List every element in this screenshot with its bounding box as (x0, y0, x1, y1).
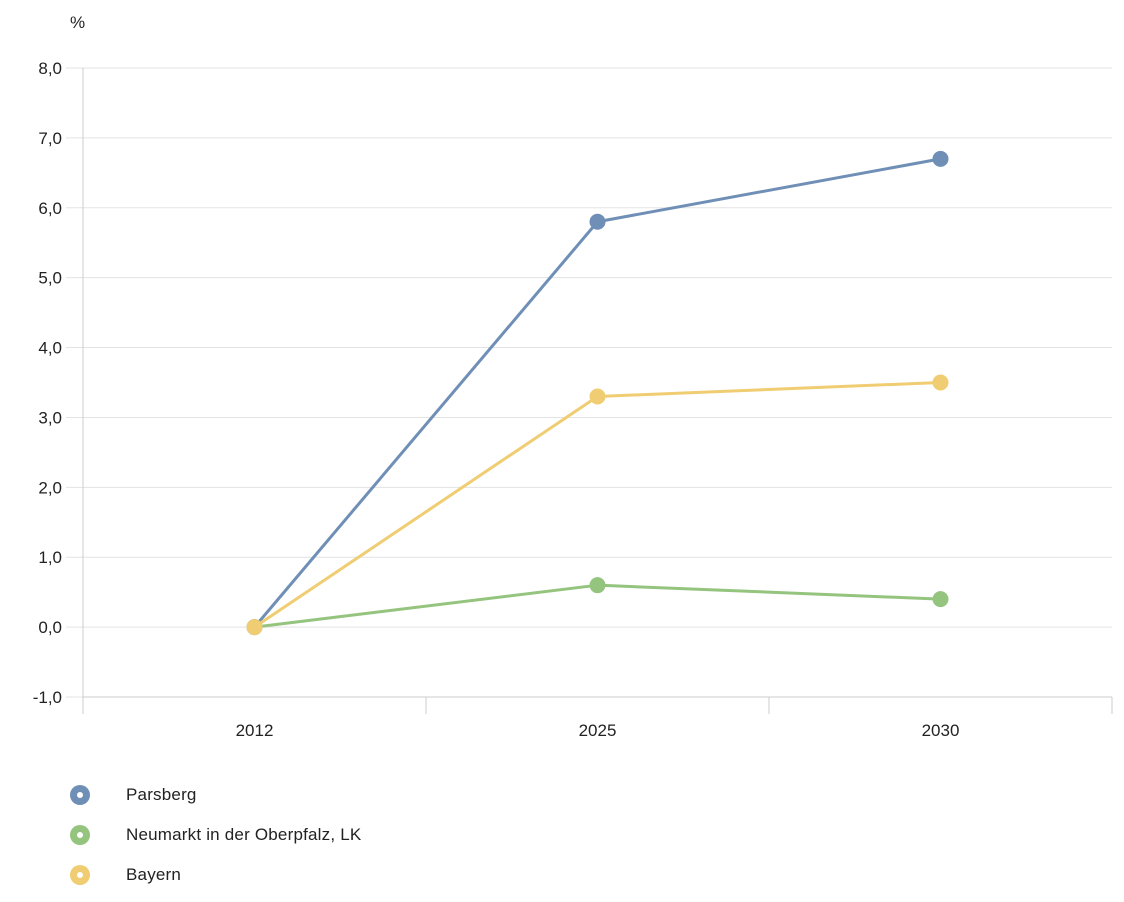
y-tick-label: 8,0 (38, 59, 62, 78)
y-tick-label: 0,0 (38, 618, 62, 637)
y-tick-label: 7,0 (38, 129, 62, 148)
y-tick-label: 6,0 (38, 199, 62, 218)
data-point[interactable] (589, 388, 606, 405)
y-tick-label: -1,0 (33, 688, 62, 707)
y-tick-label: 1,0 (38, 548, 62, 567)
y-tick-label: 5,0 (38, 269, 62, 288)
legend-label: Neumarkt in der Oberpfalz, LK (126, 825, 362, 844)
data-point[interactable] (589, 213, 606, 230)
y-unit-label: % (70, 13, 85, 32)
legend-marker-neumarkt (70, 825, 90, 845)
legend-item-parsberg[interactable]: Parsberg (70, 782, 361, 808)
y-tick-labels: -1,0 0,0 1,0 2,0 3,0 4,0 5,0 6,0 7,0 8,0 (33, 59, 62, 707)
line-chart: % -1,00,01,02,03,04,05,06,07,08,0 2012 20… (33, 13, 1113, 740)
legend-marker-bayern (70, 865, 90, 885)
gridlines (66, 67, 1112, 698)
x-tick-label: 2030 (922, 721, 960, 740)
data-point[interactable] (932, 374, 949, 391)
data-point[interactable] (246, 619, 263, 636)
data-point[interactable] (589, 577, 606, 594)
x-tick-label: 2025 (579, 721, 617, 740)
y-tick-label: 2,0 (38, 478, 62, 497)
series-points (246, 150, 949, 636)
x-tick-labels: 2012 2025 2030 (236, 721, 960, 740)
legend-item-neumarkt[interactable]: Neumarkt in der Oberpfalz, LK (70, 822, 361, 848)
legend-marker-parsberg (70, 785, 90, 805)
legend-label: Bayern (126, 865, 182, 884)
data-point[interactable] (932, 150, 949, 167)
y-tick-label: 4,0 (38, 339, 62, 358)
legend: Parsberg Neumarkt in der Oberpfalz, LK B… (70, 782, 361, 902)
x-tick-label: 2012 (236, 721, 274, 740)
y-tick-label: 3,0 (38, 408, 62, 427)
axes (82, 68, 1113, 714)
data-point[interactable] (932, 591, 949, 608)
legend-item-bayern[interactable]: Bayern (70, 862, 361, 888)
legend-label: Parsberg (126, 785, 197, 804)
